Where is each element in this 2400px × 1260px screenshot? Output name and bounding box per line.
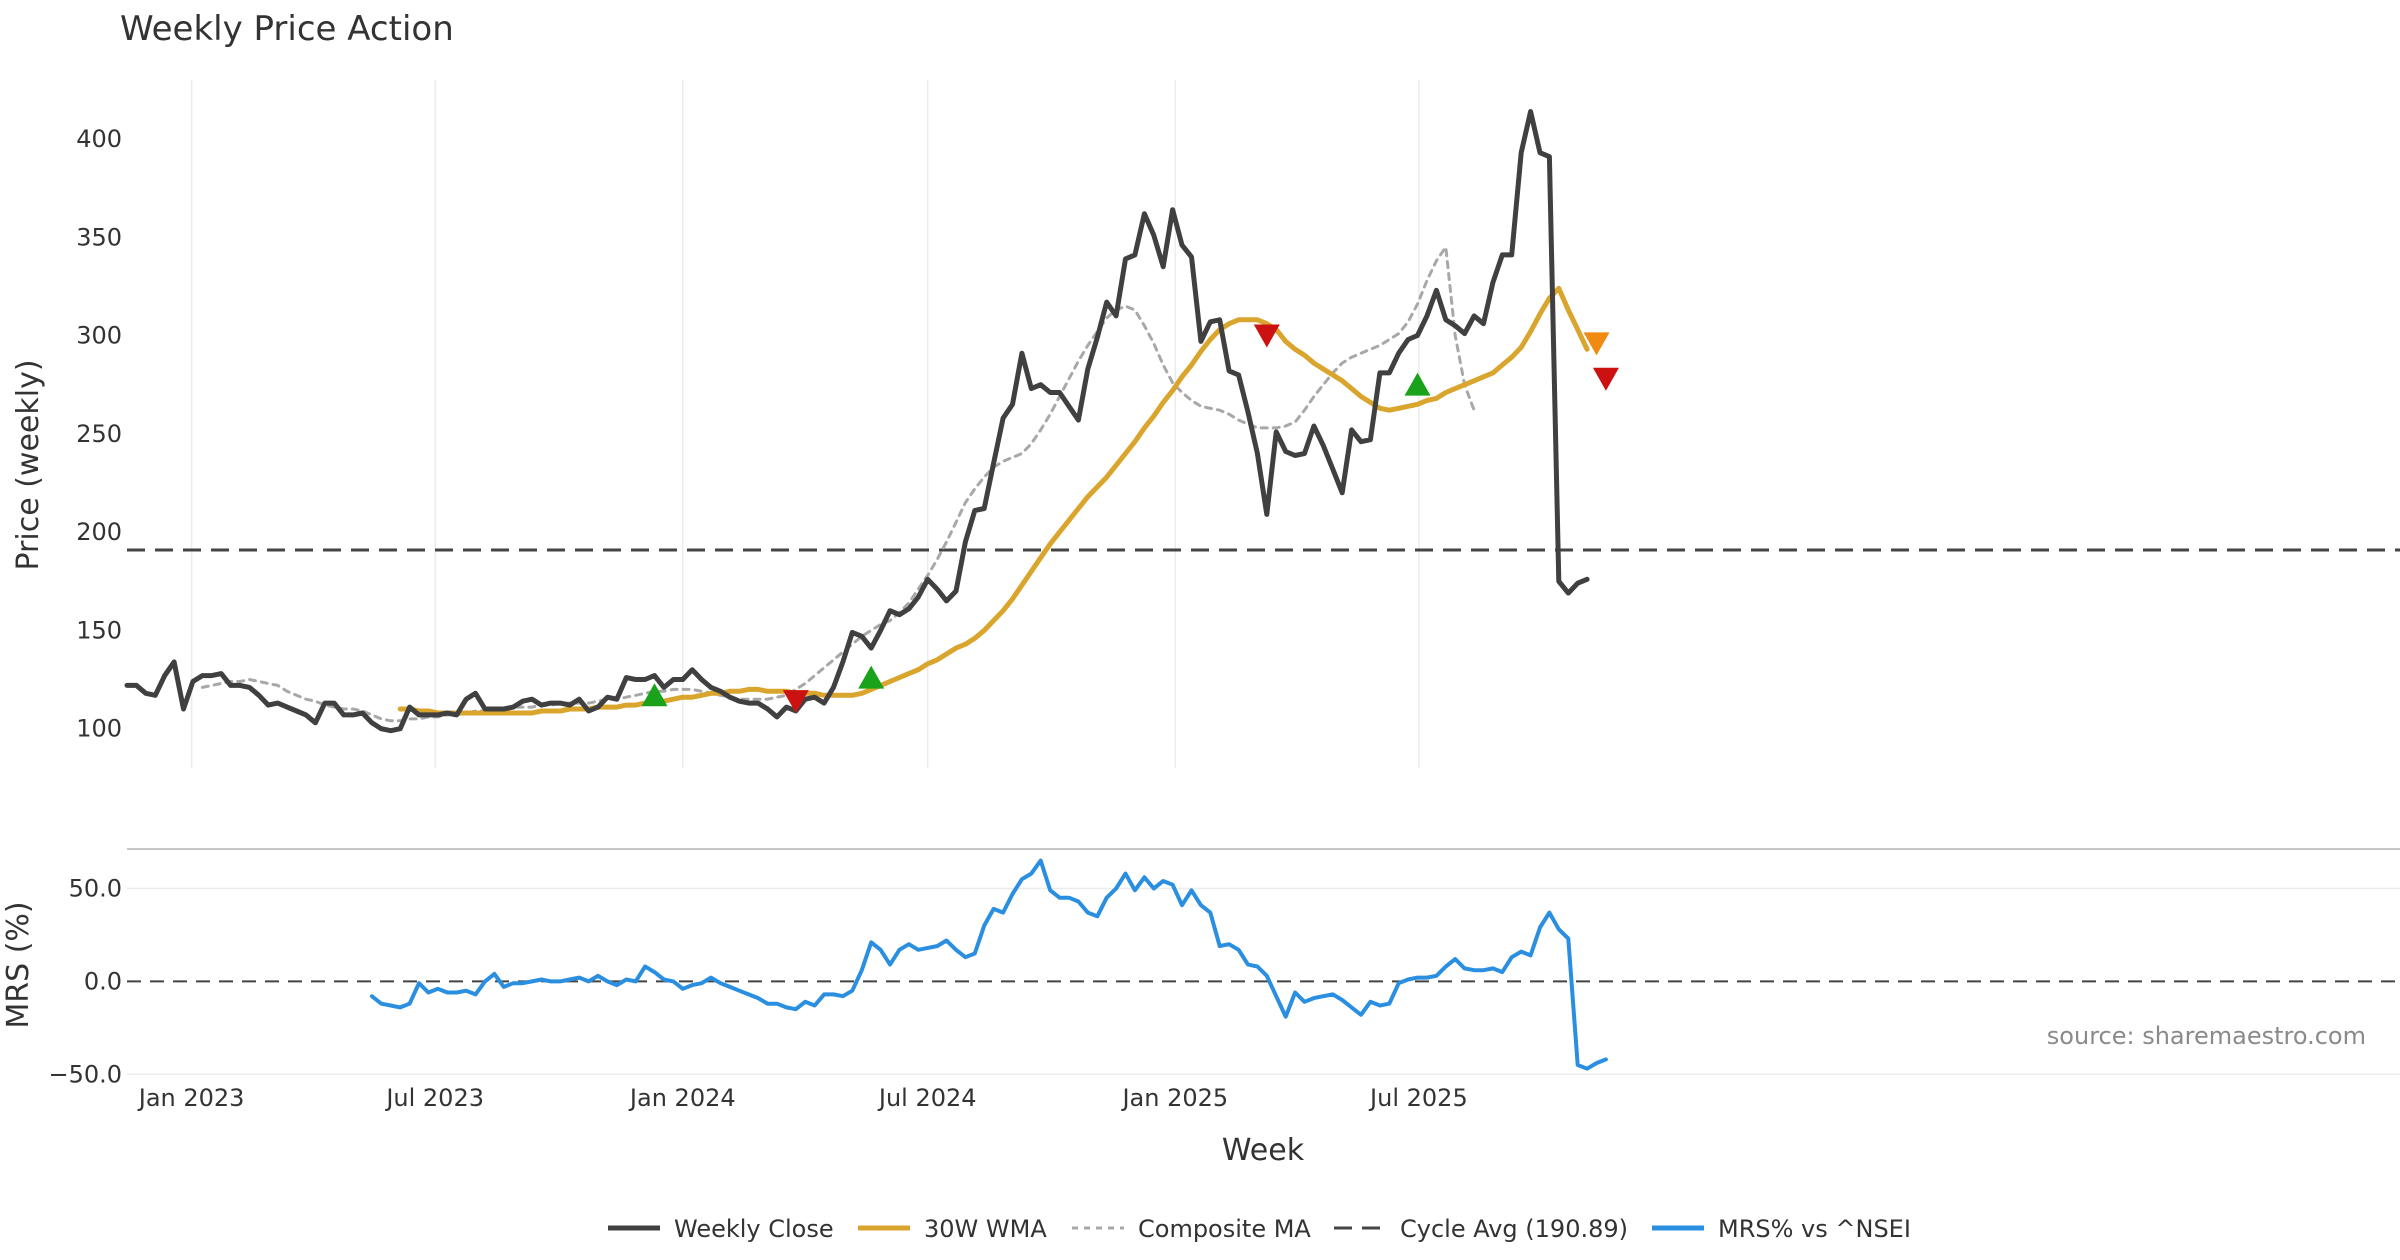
mrs-y-tick-1: 0.0 — [84, 967, 122, 995]
mrs-gridlines — [127, 887, 2400, 1076]
sell-signal-marker — [782, 690, 809, 714]
price-series-lines — [124, 109, 1590, 734]
legend-entry: Cycle Avg (190.89) — [1400, 1215, 1628, 1243]
legend: Weekly Close 30W WMA Composite MA Cycle Avg… — [608, 1215, 1911, 1243]
source-annotation: source: sharemaestro.com — [2047, 1022, 2366, 1050]
buy-signal-marker — [858, 665, 885, 689]
weekly-close-line — [124, 109, 1590, 734]
sell-signal-marker — [1253, 324, 1280, 348]
price-y-tick-400: 400 — [76, 125, 122, 153]
legend-entry: Weekly Close — [674, 1215, 834, 1243]
price-y-axis-label: Price (weekly) — [11, 359, 46, 570]
mrs-series-lines — [369, 858, 1608, 1071]
price-y-tick-250: 250 — [76, 420, 122, 448]
price-y-tick-100: 100 — [76, 715, 122, 743]
mrs-y-axis-label: MRS (%) — [1, 901, 36, 1028]
x-tick-label: Jan 2025 — [1120, 1084, 1228, 1112]
mrs-y-tick-labels: 50.0 0.0 −50.0 — [48, 874, 122, 1088]
mrs-panel: 50.0 0.0 −50.0 — [48, 858, 2400, 1088]
chart-title: Weekly Price Action — [120, 9, 454, 49]
sell-signal-marker — [1592, 367, 1619, 391]
price-y-tick-300: 300 — [76, 322, 122, 350]
mrs-y-tick-2: −50.0 — [48, 1060, 122, 1088]
wma-30w-line — [397, 285, 1590, 716]
composite-ma-line — [200, 245, 1476, 723]
signal-markers — [641, 324, 1619, 714]
x-tick-label: Jul 2024 — [877, 1084, 977, 1112]
warning-signal-marker — [1583, 332, 1610, 356]
legend-entry: 30W WMA — [924, 1215, 1047, 1243]
mrs-line — [369, 858, 1608, 1071]
x-tick-labels: Jan 2023 Jul 2023 Jan 2024 Jul 2024 Jan 2025… — [137, 1084, 1468, 1112]
x-tick-label: Jul 2025 — [1368, 1084, 1468, 1112]
price-panel: 100 150 200 250 300 350 400 — [76, 80, 2400, 768]
x-tick-label: Jan 2023 — [137, 1084, 245, 1112]
price-y-tick-350: 350 — [76, 223, 122, 251]
legend-entry: Composite MA — [1138, 1215, 1311, 1243]
x-axis-label: Week — [1222, 1133, 1305, 1168]
x-tick-label: Jul 2023 — [384, 1084, 484, 1112]
mrs-y-tick-0: 50.0 — [69, 874, 122, 902]
price-y-tick-150: 150 — [76, 616, 122, 644]
price-y-tick-200: 200 — [76, 518, 122, 546]
buy-signal-marker — [641, 683, 668, 707]
x-tick-label: Jan 2024 — [628, 1084, 736, 1112]
price-gridlines — [190, 80, 1420, 768]
price-y-tick-labels: 100 150 200 250 300 350 400 — [76, 125, 122, 743]
legend-entry: MRS% vs ^NSEI — [1718, 1215, 1911, 1243]
buy-signal-marker — [1404, 372, 1431, 396]
